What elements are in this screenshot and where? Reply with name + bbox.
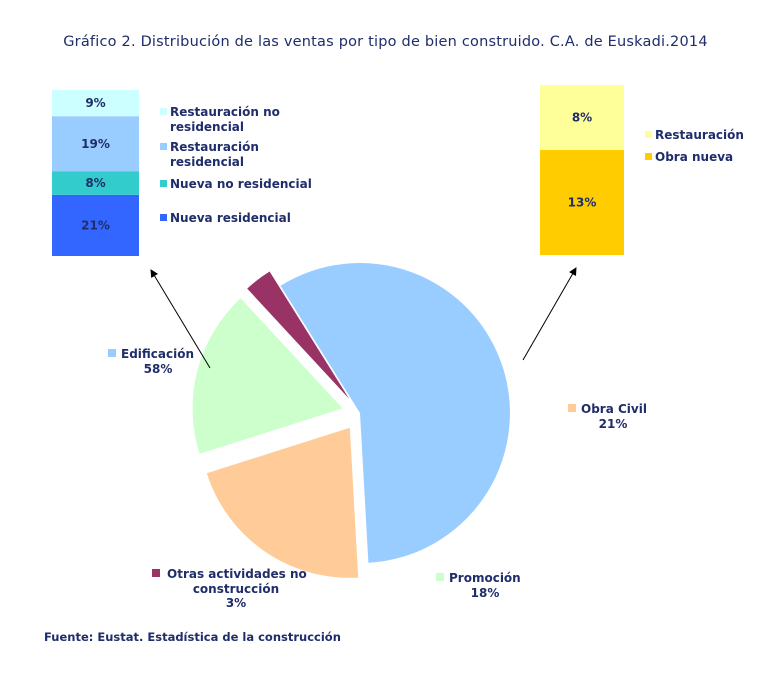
slice-value-obra-civil: 21% (599, 417, 628, 431)
legend-key-nueva-residencial (160, 214, 167, 221)
legend-key-restauracion (645, 131, 652, 138)
slice-name-otras-actividades-no-construccion: Otras actividades no (167, 567, 307, 581)
bar-segment-value-restauracion-no-residencial: 9% (85, 96, 105, 110)
slice-value-edificacion: 58% (144, 362, 173, 376)
slice-name-edificacion: Edificación (121, 347, 194, 361)
bar-segment-value-restauracion: 8% (572, 110, 592, 124)
bar-segment-value-obra-nueva: 13% (568, 195, 597, 209)
legend-key-obra-nueva (645, 153, 652, 160)
source-note: Fuente: Eustat. Estadística de la constr… (44, 630, 341, 644)
pie-slice-obra-civil (206, 427, 359, 578)
legend-key-obra-civil (568, 404, 576, 412)
arrows (150, 267, 577, 369)
bar-segment-nueva-no-residencial (52, 171, 139, 195)
legend-label-nueva-residencial: Nueva residencial (170, 211, 291, 225)
pie-slice-edificacion (280, 263, 510, 563)
legend-label-restauracion-residencial: Restauración residencial (170, 140, 259, 169)
legend-label-restauracion-no-residencial: Restauración no residencial (170, 105, 280, 134)
bar-segment-value-restauracion-residencial: 19% (81, 137, 110, 151)
legend-key-edificacion (108, 349, 116, 357)
legend-key-nueva-no-residencial (160, 180, 167, 187)
slice-value-promocion: 18% (471, 586, 500, 600)
arrow-edificacion (150, 269, 211, 369)
bar-segment-restauracion-no-residencial (52, 90, 139, 117)
legend-label-obra-nueva: Obra nueva (655, 150, 733, 164)
bar-segment-obra-nueva (540, 149, 624, 255)
slice-name-line2: construcción (193, 582, 279, 596)
chart-title: Gráfico 2. Distribución de las ventas po… (63, 34, 708, 50)
legend-key-restauracion-residencial (160, 143, 167, 150)
edificacion-breakdown-bar: 21% Nueva residencial 8% Nueva no residenci… (52, 90, 312, 256)
pie-slice-promocion (192, 298, 343, 454)
slice-name-obra-civil: Obra Civil (581, 402, 647, 416)
pie-slice-otras-actividades-no-construccion (247, 271, 350, 399)
pie-chart (192, 263, 510, 578)
legend-key-restauracion-no-residencial (160, 108, 167, 115)
slice-name-promocion: Promoción (449, 571, 521, 585)
bar-segment-nueva-residencial (52, 194, 139, 256)
legend-key-promocion (436, 573, 444, 581)
legend-label-nueva-no-residencial: Nueva no residencial (170, 177, 312, 191)
bar-segment-restauracion-residencial (52, 116, 139, 172)
slice-value-otras-actividades-no-construccion: 3% (226, 596, 246, 610)
bar-segment-value-nueva-no-residencial: 8% (85, 176, 105, 190)
bar-segment-value-nueva-residencial: 21% (81, 218, 110, 232)
legend-label-restauracion: Restauración (655, 128, 744, 142)
legend-key-otras-actividades-no-construccion (152, 569, 160, 577)
obra-civil-breakdown-bar: 13% Obra nueva 8% Restauración (540, 85, 744, 255)
bar-segment-restauracion (540, 85, 624, 150)
arrow-obra-civil (522, 267, 577, 361)
